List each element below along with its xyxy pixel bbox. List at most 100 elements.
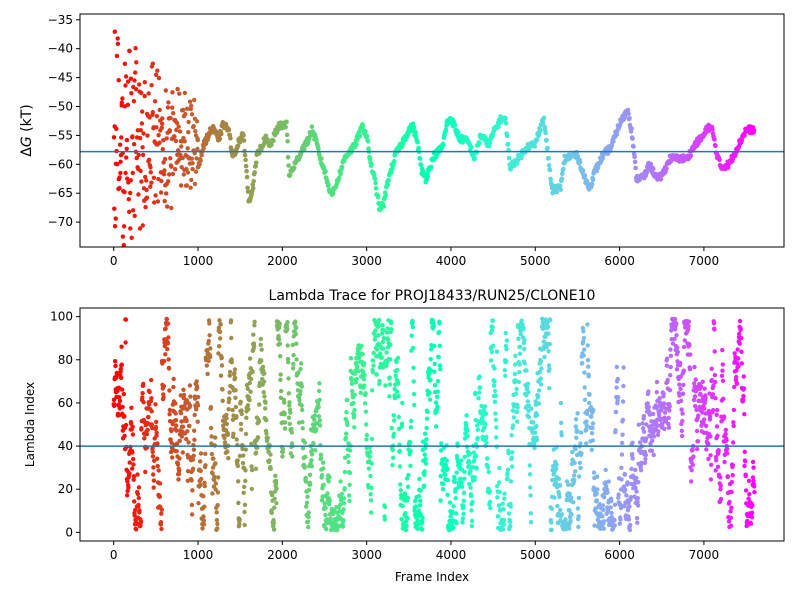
lambda-point (410, 320, 415, 325)
lambda-point (247, 356, 253, 361)
x-tick-label: 0 (110, 254, 118, 268)
lambda-point (542, 354, 547, 360)
lambda-point (339, 491, 345, 497)
lambda-point (136, 495, 141, 501)
lambda-point (236, 500, 241, 506)
x-tick-label: 4000 (436, 548, 467, 562)
free-energy-point (125, 102, 131, 108)
free-energy-point (163, 88, 168, 93)
free-energy-point (170, 90, 175, 95)
lambda-point (376, 317, 382, 323)
lambda-point (464, 413, 469, 418)
lambda-point (709, 462, 714, 467)
lambda-point (272, 505, 277, 510)
lambda-point (294, 341, 299, 346)
lambda-point (677, 382, 682, 387)
lambda-point (395, 367, 400, 373)
lambda-point (415, 526, 420, 531)
free-energy-point (112, 29, 118, 34)
lambda-point (622, 472, 628, 477)
lambda-point (546, 363, 552, 368)
lambda-point (264, 431, 269, 436)
lambda-point (411, 391, 417, 397)
lambda-point (635, 496, 640, 501)
lambda-point (409, 418, 414, 424)
lambda-point (181, 387, 186, 392)
lambda-point (369, 510, 374, 515)
lambda-point (495, 483, 500, 489)
lambda-point (219, 363, 225, 368)
lambda-point (679, 433, 685, 439)
lambda-point (424, 416, 430, 421)
lambda-point (294, 357, 299, 362)
free-energy-point (625, 107, 631, 113)
lambda-point (368, 492, 373, 497)
lambda-point (621, 365, 626, 370)
lambda-point (118, 366, 124, 372)
lambda-point (640, 426, 646, 431)
lambda-point (120, 404, 125, 410)
lambda-point (625, 480, 630, 485)
lambda-point (718, 487, 723, 492)
lambda-point (258, 336, 264, 342)
lambda-point (239, 408, 244, 413)
lambda-point (161, 358, 167, 364)
free-energy-point (113, 216, 118, 221)
lambda-point (252, 319, 257, 324)
lambda-point (692, 364, 697, 370)
free-energy-point (174, 127, 179, 133)
lambda-point (639, 460, 644, 465)
free-energy-point (119, 135, 124, 140)
free-energy-point (561, 166, 566, 172)
lambda-point (341, 518, 346, 523)
lambda-point (233, 388, 238, 393)
lambda-point (233, 404, 239, 410)
lambda-point (732, 351, 737, 356)
free-energy-point (245, 185, 250, 191)
free-energy-point (176, 124, 181, 129)
free-energy-point (115, 162, 120, 167)
lambda-point (392, 395, 398, 401)
lambda-point (603, 467, 608, 473)
lambda-point (138, 523, 143, 528)
lambda-point (154, 430, 159, 435)
free-energy-point (149, 180, 154, 185)
lambda-point (195, 419, 200, 424)
lambda-point (146, 402, 152, 407)
lambda-point (741, 386, 747, 391)
lambda-point (573, 469, 578, 474)
free-energy-point (138, 128, 143, 133)
lambda-point (503, 373, 508, 378)
lambda-point (477, 374, 482, 379)
free-energy-point (367, 157, 373, 162)
lambda-point (432, 361, 437, 367)
lambda-point (731, 440, 736, 445)
free-energy-point (626, 111, 631, 116)
lambda-point (215, 503, 220, 508)
free-energy-point (116, 78, 121, 83)
free-energy-point (546, 155, 551, 161)
lambda-point (737, 318, 743, 324)
lambda-point (720, 378, 726, 383)
lambda-point (713, 468, 718, 473)
lambda-point (384, 363, 389, 368)
lambda-point (276, 333, 281, 339)
lambda-point (316, 414, 322, 419)
free-energy-point (540, 120, 546, 125)
lambda-point (342, 486, 347, 491)
lambda-point (168, 449, 174, 455)
free-energy-point (123, 74, 129, 79)
lambda-point (286, 391, 291, 396)
lambda-point (512, 371, 518, 377)
lambda-point (280, 446, 286, 452)
lambda-point (454, 511, 459, 516)
lambda-point (715, 407, 720, 413)
lambda-point (376, 323, 381, 328)
lambda-point (130, 424, 135, 429)
lambda-point (720, 347, 725, 353)
lambda-point (212, 474, 217, 480)
lambda-point (488, 505, 493, 511)
lambda-point (704, 447, 709, 452)
lambda-point (637, 440, 643, 445)
lambda-point (509, 464, 515, 469)
